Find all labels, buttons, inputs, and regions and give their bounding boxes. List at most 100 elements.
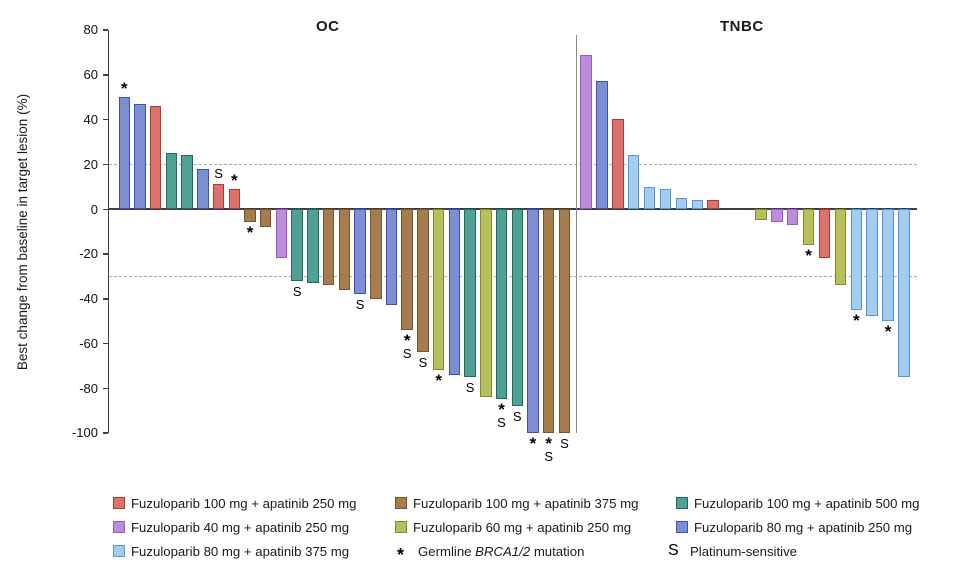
bar	[417, 209, 429, 353]
bar	[627, 155, 640, 209]
y-tick-label: -20	[79, 246, 98, 262]
bar	[401, 209, 413, 330]
y-tick-label: 0	[90, 201, 98, 217]
y-axis-title: Best change from baseline in target lesi…	[15, 93, 30, 371]
bar	[542, 209, 555, 433]
bar	[354, 209, 366, 295]
platinum-sensitive-mark: S	[560, 435, 569, 451]
bar	[244, 209, 256, 223]
group-divider	[575, 35, 577, 433]
legend-swatch-fz100_ap250	[113, 497, 125, 509]
brca-mutation-mark: *	[545, 433, 552, 453]
legend-label-fz100_ap500: Fuzuloparib 100 mg + apatinib 500 mg	[694, 496, 920, 511]
bar	[495, 209, 508, 400]
y-tick	[102, 163, 108, 166]
bar	[834, 209, 847, 286]
brca-mutation-mark: *	[805, 245, 812, 265]
y-tick	[102, 74, 108, 76]
y-tick-label: -60	[79, 335, 98, 351]
bar	[464, 209, 476, 377]
bar	[850, 209, 862, 310]
legend-label-fz80_ap250: Fuzuloparib 80 mg + apatinib 250 mg	[694, 520, 913, 535]
platinum-sensitive-mark: S	[465, 379, 475, 395]
bar	[659, 188, 672, 209]
bar	[370, 209, 382, 299]
bar	[802, 209, 815, 245]
legend-swatch-fz80_ap250	[676, 521, 688, 533]
bar	[212, 184, 225, 209]
bar	[786, 209, 799, 225]
bar	[882, 209, 894, 321]
platinum-legend-symbol: S	[668, 542, 679, 559]
bar	[307, 209, 319, 283]
brca-mutation-mark: *	[120, 79, 128, 99]
bar	[691, 200, 703, 209]
y-tick-label: 40	[83, 111, 98, 127]
group-title-tnbc: TNBC	[720, 18, 764, 35]
brca-mutation-mark: *	[246, 223, 254, 243]
bar	[558, 209, 571, 433]
y-tick	[102, 29, 108, 31]
legend-swatch-fz100_ap375	[395, 497, 407, 509]
platinum-sensitive-mark: S	[544, 448, 554, 464]
bar	[432, 209, 445, 371]
bar	[480, 209, 492, 398]
legend-swatch-fz40_ap250	[113, 521, 125, 533]
y-tick	[102, 253, 108, 255]
brca-mutation-mark: *	[435, 371, 442, 391]
legend-label-fz80_ap375: Fuzuloparib 80 mg + apatinib 375 mg	[131, 544, 350, 559]
brca-legend-symbol: *	[397, 545, 405, 565]
bar	[118, 97, 130, 209]
legend-label-fz100_ap250: Fuzuloparib 100 mg + apatinib 250 mg	[131, 496, 357, 511]
legend-label-fz60_ap250: Fuzuloparib 60 mg + apatinib 250 mg	[413, 520, 632, 535]
bar	[275, 209, 288, 259]
platinum-sensitive-mark: S	[402, 345, 412, 361]
y-tick-label: -40	[79, 291, 98, 307]
bar	[643, 186, 656, 209]
brca-mutation-mark: *	[852, 310, 860, 330]
bar	[291, 209, 303, 281]
y-tick	[102, 342, 108, 345]
y-tick	[102, 432, 108, 434]
bar	[181, 155, 193, 209]
brca-mutation-mark: *	[230, 170, 238, 190]
bar	[675, 197, 688, 209]
y-tick	[102, 298, 108, 300]
bar	[612, 119, 624, 209]
y-axis-line	[107, 30, 109, 433]
bar	[448, 209, 461, 375]
bar	[755, 209, 767, 221]
platinum-sensitive-mark: S	[512, 409, 522, 425]
bar	[385, 209, 398, 306]
platinum-legend-label: Platinum-sensitive	[690, 544, 798, 559]
bar	[527, 209, 539, 433]
bar	[165, 153, 178, 209]
y-tick-label: 80	[83, 22, 98, 38]
bar	[511, 209, 523, 407]
brca-mutation-mark: *	[403, 330, 411, 350]
group-title-oc: OC	[316, 18, 340, 35]
bar	[818, 209, 831, 259]
platinum-sensitive-mark: S	[214, 166, 223, 182]
legend-swatch-fz80_ap375	[113, 545, 125, 557]
bar	[580, 54, 592, 209]
legend-label-fz40_ap250: Fuzuloparib 40 mg + apatinib 250 mg	[131, 520, 350, 535]
bar	[866, 209, 878, 317]
bar	[898, 209, 910, 377]
bar	[228, 188, 241, 209]
legend-swatch-fz100_ap500	[676, 497, 688, 509]
bar	[596, 81, 608, 209]
brca-mutation-mark: *	[884, 321, 892, 341]
y-tick	[102, 208, 108, 210]
y-tick-label: -100	[71, 425, 98, 441]
brca-mutation-mark: *	[529, 433, 537, 453]
bar	[771, 209, 783, 223]
y-tick-label: 20	[83, 156, 98, 172]
brca-mutation-mark: *	[498, 400, 505, 420]
bar	[338, 209, 351, 290]
bar	[707, 200, 719, 209]
y-tick	[102, 387, 108, 390]
y-tick-label: -80	[79, 380, 98, 396]
brca-legend-label: Germline BRCA1/2 mutation	[418, 544, 585, 559]
